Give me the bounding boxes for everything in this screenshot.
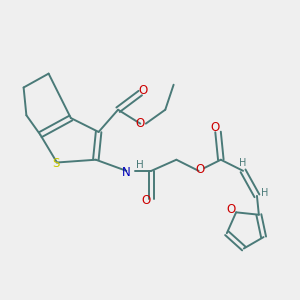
Text: N: N xyxy=(122,166,131,179)
Text: H: H xyxy=(136,160,144,170)
Text: O: O xyxy=(195,163,205,176)
Text: O: O xyxy=(141,194,151,206)
Text: O: O xyxy=(226,203,236,216)
Text: O: O xyxy=(211,121,220,134)
Text: O: O xyxy=(138,84,148,97)
Text: S: S xyxy=(53,157,60,169)
Text: H: H xyxy=(239,158,247,168)
Text: O: O xyxy=(136,117,145,130)
Text: H: H xyxy=(261,188,268,198)
